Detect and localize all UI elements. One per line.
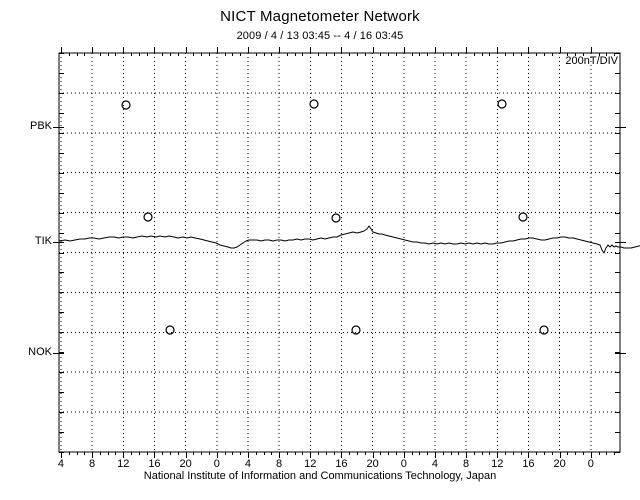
chart-subtitle: 2009 / 4 / 13 03:45 -- 4 / 16 03:45: [236, 30, 404, 42]
x-tick-label: 0: [213, 458, 220, 470]
x-tick-label: 16: [522, 458, 535, 470]
x-tick-label: 20: [553, 458, 566, 470]
x-tick-label: 12: [304, 458, 317, 470]
tik-trace-line: [58, 225, 640, 254]
x-tick-label: 16: [148, 458, 161, 470]
x-tick-label: 8: [89, 458, 96, 470]
y-axis-ticks: [53, 53, 626, 453]
x-tick-label: 12: [117, 458, 130, 470]
x-tick-label: 8: [276, 458, 283, 470]
station-markers: [121, 99, 549, 335]
x-tick-label: 4: [244, 458, 251, 470]
x-tick-label: 20: [179, 458, 192, 470]
footer-credit: National Institute of Information and Co…: [143, 470, 497, 482]
x-tick-label: 4: [431, 458, 438, 470]
x-axis-ticks: [60, 47, 615, 458]
x-tick-label: 4: [57, 458, 64, 470]
x-tick-label: 20: [366, 458, 379, 470]
y-axis-label-nok: NOK: [28, 346, 52, 358]
scale-annotation: 200nT/DIV: [565, 55, 618, 67]
x-tick-label: 0: [587, 458, 594, 470]
y-axis-label-tik: TIK: [34, 235, 52, 247]
x-tick-label: 0: [400, 458, 407, 470]
y-axis-label-pbk: PBK: [29, 120, 52, 132]
gridlines: [59, 53, 620, 452]
axis-frame: [58, 52, 621, 453]
x-tick-label: 12: [491, 458, 504, 470]
x-tick-label: 8: [463, 458, 470, 470]
x-tick-label: 16: [335, 458, 348, 470]
chart-title: NICT Magnetometer Network: [220, 8, 420, 25]
